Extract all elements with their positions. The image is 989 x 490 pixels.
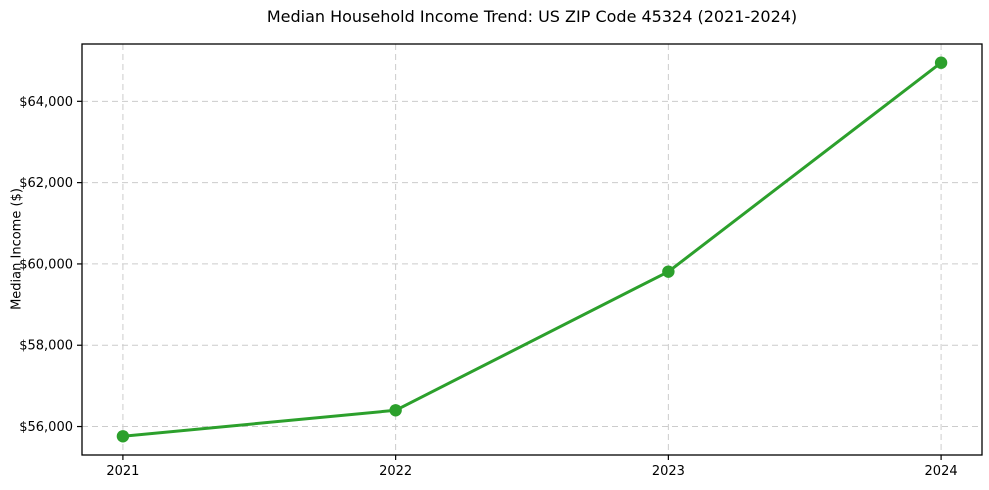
y-tick-label: $56,000 [19,420,73,435]
y-tick-label: $58,000 [19,339,73,354]
y-tick-label: $64,000 [19,95,73,110]
x-tick-label: 2023 [652,464,685,479]
chart-title: Median Household Income Trend: US ZIP Co… [266,7,798,26]
trend-line [121,61,943,438]
data-point [934,56,948,69]
plot-frame [81,43,983,456]
y-tick-label: $60,000 [19,257,73,272]
data-point [389,404,402,417]
data-point [116,430,130,443]
x-tick-label: 2024 [925,464,958,479]
y-tick-label: $62,000 [19,176,73,191]
data-point [662,265,675,278]
x-tick-label: 2022 [379,464,412,479]
x-tick-label: 2021 [106,464,139,479]
